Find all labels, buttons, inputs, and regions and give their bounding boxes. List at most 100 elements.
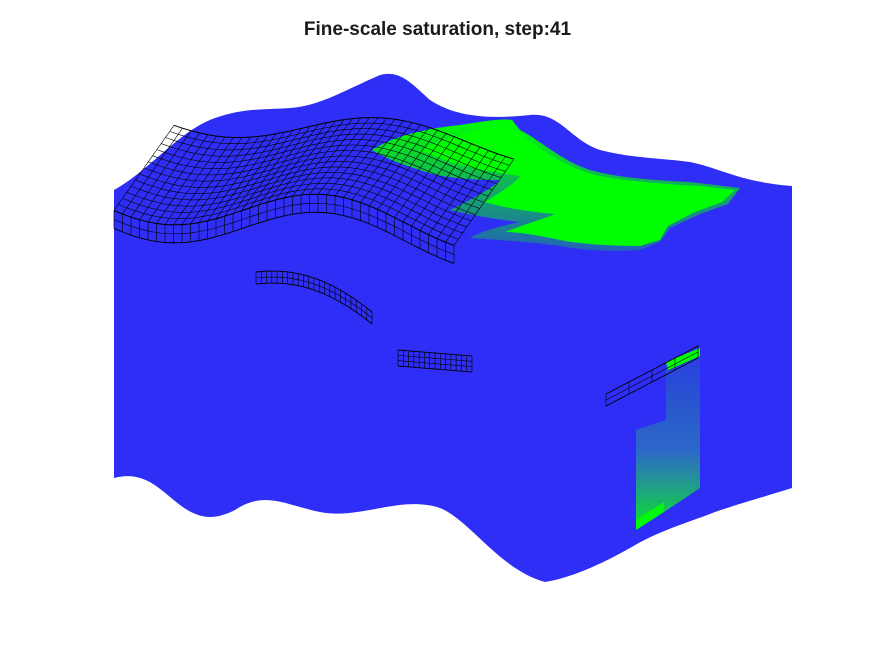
mesh-line — [369, 164, 378, 167]
mesh-line — [445, 226, 455, 231]
mesh-line — [249, 174, 255, 181]
mesh-line — [275, 176, 281, 183]
mesh-line — [317, 188, 323, 195]
mesh-line — [266, 199, 276, 203]
mesh-line — [428, 141, 438, 146]
mesh-line — [441, 178, 447, 186]
mesh-line — [352, 150, 361, 152]
mesh-line — [330, 150, 336, 157]
mesh-line — [165, 152, 174, 156]
mesh-line — [245, 170, 251, 177]
mesh-line — [216, 185, 225, 188]
mesh-line — [449, 204, 459, 209]
mesh-line — [347, 128, 353, 135]
mesh-line — [275, 185, 281, 192]
mesh-line — [198, 229, 208, 232]
mesh-line — [361, 309, 367, 315]
mesh-line — [182, 165, 187, 173]
mesh-line — [437, 190, 446, 196]
mesh-line — [309, 158, 315, 165]
mesh-line — [488, 189, 493, 197]
mesh-line — [283, 182, 289, 189]
mesh-line — [169, 140, 175, 147]
mesh-line — [385, 222, 395, 227]
mesh-line — [195, 167, 204, 169]
mesh-line — [309, 178, 315, 185]
mesh-line — [186, 199, 191, 207]
mesh-line — [250, 153, 255, 160]
mesh-line — [156, 217, 162, 224]
mesh-line — [165, 167, 174, 171]
mesh-line — [385, 163, 391, 170]
mesh-line — [335, 172, 344, 174]
mesh-line — [382, 123, 391, 126]
mesh-line — [173, 134, 179, 141]
mesh-line — [156, 179, 166, 183]
mesh-line — [275, 188, 285, 192]
mesh-line — [445, 241, 455, 246]
mesh-line — [437, 153, 442, 161]
mesh-line — [330, 177, 340, 179]
mesh-line — [436, 200, 442, 207]
mesh-line — [420, 132, 425, 139]
mesh-line — [411, 188, 417, 195]
mesh-line — [347, 139, 353, 146]
mesh-line — [314, 128, 323, 131]
mesh-line — [385, 177, 391, 184]
mesh-line — [458, 202, 463, 209]
mesh-line — [241, 216, 251, 221]
mesh-line — [207, 180, 213, 188]
mesh-line — [360, 139, 370, 141]
mesh-line — [475, 162, 481, 169]
mesh-line — [505, 156, 515, 160]
mesh-line — [288, 133, 298, 137]
mesh-line — [339, 172, 344, 179]
mesh-line — [373, 194, 378, 201]
mesh-line — [496, 162, 502, 169]
mesh-line — [317, 167, 323, 174]
mesh-line — [368, 185, 374, 192]
mesh-line — [267, 149, 272, 157]
mesh-line — [275, 194, 281, 201]
mesh-line — [262, 169, 272, 173]
mesh-line — [287, 271, 293, 274]
mesh-line — [458, 192, 468, 197]
mesh-line — [156, 149, 166, 153]
mesh-line — [415, 220, 425, 225]
mesh-line — [292, 147, 302, 150]
mesh-line — [411, 149, 421, 154]
mesh-line — [402, 200, 408, 207]
mesh-line — [250, 142, 255, 149]
mesh-line — [356, 188, 361, 195]
mesh-line — [305, 126, 311, 133]
mesh-line — [232, 177, 238, 185]
mesh-line — [458, 161, 468, 166]
mesh-line — [483, 180, 489, 188]
mesh-line — [381, 169, 387, 175]
mesh-line — [228, 173, 234, 180]
mesh-line — [303, 274, 309, 277]
mesh-line — [458, 176, 468, 181]
mesh-line — [309, 152, 319, 156]
mesh-line — [368, 214, 378, 219]
mesh-line — [194, 132, 200, 140]
mesh-line — [147, 215, 153, 223]
mesh-line — [365, 145, 374, 147]
mesh-line — [454, 198, 463, 203]
mesh-line — [445, 210, 455, 215]
mesh-line — [462, 164, 468, 172]
mesh-line — [356, 139, 362, 146]
mesh-line — [152, 164, 158, 172]
mesh-line — [173, 140, 183, 144]
mesh-line — [224, 213, 234, 217]
mesh-line — [178, 163, 187, 167]
mesh-line — [351, 186, 361, 190]
mesh-line — [467, 164, 476, 169]
mesh-line — [241, 204, 247, 211]
mesh-line — [279, 170, 285, 177]
mesh-line — [198, 220, 208, 224]
mesh-line — [258, 165, 268, 169]
mesh-line — [330, 188, 340, 191]
mesh-line — [415, 198, 421, 205]
mesh-line — [398, 180, 408, 186]
